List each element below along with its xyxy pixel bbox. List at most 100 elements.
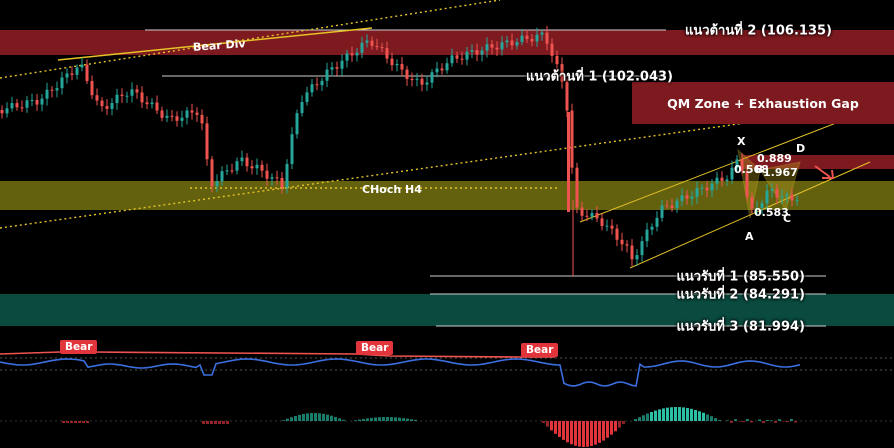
- lower-dotted-trendline: [0, 101, 894, 229]
- candle-body: [225, 170, 229, 172]
- histogram-bar: [706, 414, 709, 421]
- histogram-bar: [386, 417, 389, 421]
- candle-body: [290, 134, 294, 164]
- choch-label: CHoch H4: [362, 183, 422, 196]
- candle-body: [305, 92, 309, 102]
- candle-body: [40, 98, 44, 105]
- histogram-bar: [790, 419, 793, 421]
- support-2-label: แนวรับที่ 2 (84.291): [676, 287, 805, 303]
- choch-zone: [0, 181, 894, 210]
- histogram-bar: [794, 421, 797, 423]
- support-3-label: แนวรับที่ 3 (81.994): [676, 319, 805, 335]
- candle-body: [130, 89, 134, 96]
- candle-body: [330, 67, 334, 70]
- candle-body: [770, 189, 774, 191]
- candle-body: [565, 81, 569, 111]
- candle-body: [725, 179, 729, 181]
- histogram-bar: [210, 421, 213, 424]
- candle-body: [685, 195, 689, 199]
- candle-body: [610, 225, 614, 229]
- histogram-bar: [286, 418, 289, 421]
- candle-body: [95, 95, 99, 101]
- histogram-bar: [762, 421, 765, 423]
- candle-body: [340, 60, 344, 69]
- candle-body: [740, 159, 744, 171]
- candle-body: [730, 167, 734, 180]
- histogram-bar: [690, 408, 693, 421]
- candle-body: [375, 45, 379, 48]
- candle-body: [485, 44, 489, 51]
- candle-body: [745, 170, 749, 197]
- histogram-bar: [406, 418, 409, 421]
- histogram-bar: [334, 416, 337, 421]
- ratio-1967: 1.967: [763, 166, 798, 179]
- histogram-bar: [74, 421, 77, 423]
- histogram-group: [62, 407, 797, 447]
- histogram-bar: [550, 421, 553, 431]
- candle-body: [780, 196, 784, 198]
- candle-body: [430, 72, 434, 83]
- bear-signal-3[interactable]: Bear: [521, 343, 559, 357]
- candle-body: [140, 92, 144, 103]
- histogram-bar: [694, 409, 697, 421]
- candle-body: [120, 94, 124, 96]
- candle-body: [435, 68, 439, 73]
- histogram-bar: [682, 407, 685, 421]
- histogram-bar: [374, 417, 377, 421]
- histogram-bar: [82, 421, 85, 423]
- histogram-bar: [766, 419, 769, 421]
- candle-body: [670, 205, 674, 208]
- histogram-bar: [70, 421, 73, 423]
- histogram-bar: [390, 417, 393, 421]
- candle-body: [260, 164, 264, 171]
- histogram-bar: [370, 417, 373, 421]
- candle-body: [535, 34, 539, 42]
- candle-body: [660, 205, 664, 218]
- candle-body: [755, 207, 759, 209]
- candle-body: [640, 241, 644, 256]
- bear-signal-1[interactable]: Bear: [60, 340, 98, 354]
- candle-body: [620, 239, 624, 245]
- candle-body: [595, 212, 599, 219]
- candle-body: [60, 77, 64, 89]
- histogram-bar: [666, 407, 669, 421]
- histogram-bar: [366, 418, 369, 421]
- histogram-bar: [710, 416, 713, 421]
- candle-body: [490, 44, 494, 48]
- histogram-bar: [654, 410, 657, 421]
- histogram-bar: [66, 421, 69, 423]
- histogram-bar: [402, 418, 405, 421]
- histogram-bar: [698, 411, 701, 421]
- histogram-bar: [290, 417, 293, 421]
- support-1-label: แนวรับที่ 1 (85.550): [676, 269, 805, 285]
- histogram-bar: [330, 415, 333, 421]
- histogram-bar: [414, 419, 417, 421]
- candle-body: [265, 170, 269, 179]
- candle-body: [115, 94, 119, 104]
- histogram-bar: [214, 421, 217, 424]
- candle-body: [80, 64, 84, 68]
- candle-body: [550, 43, 554, 56]
- candle-body: [475, 50, 479, 55]
- candle-body: [315, 84, 319, 86]
- candle-body: [110, 103, 114, 109]
- candle-body: [655, 217, 659, 227]
- histogram-bar: [358, 419, 361, 421]
- candle-body: [385, 48, 389, 59]
- candle-body: [240, 157, 244, 162]
- candle-body: [425, 82, 429, 85]
- histogram-bar: [62, 421, 65, 423]
- candle-body: [775, 189, 779, 198]
- histogram-bar: [306, 413, 309, 421]
- histogram-bar: [326, 414, 329, 421]
- bear-signal-2[interactable]: Bear: [356, 341, 394, 355]
- qm-zone-label: QM Zone + Exhaustion Gap: [632, 82, 894, 124]
- histogram-bar: [354, 420, 357, 421]
- histogram-bar: [670, 407, 673, 421]
- histogram-bar: [634, 419, 637, 421]
- candle-body: [215, 181, 219, 187]
- histogram-bar: [226, 421, 229, 424]
- histogram-bar: [650, 412, 653, 421]
